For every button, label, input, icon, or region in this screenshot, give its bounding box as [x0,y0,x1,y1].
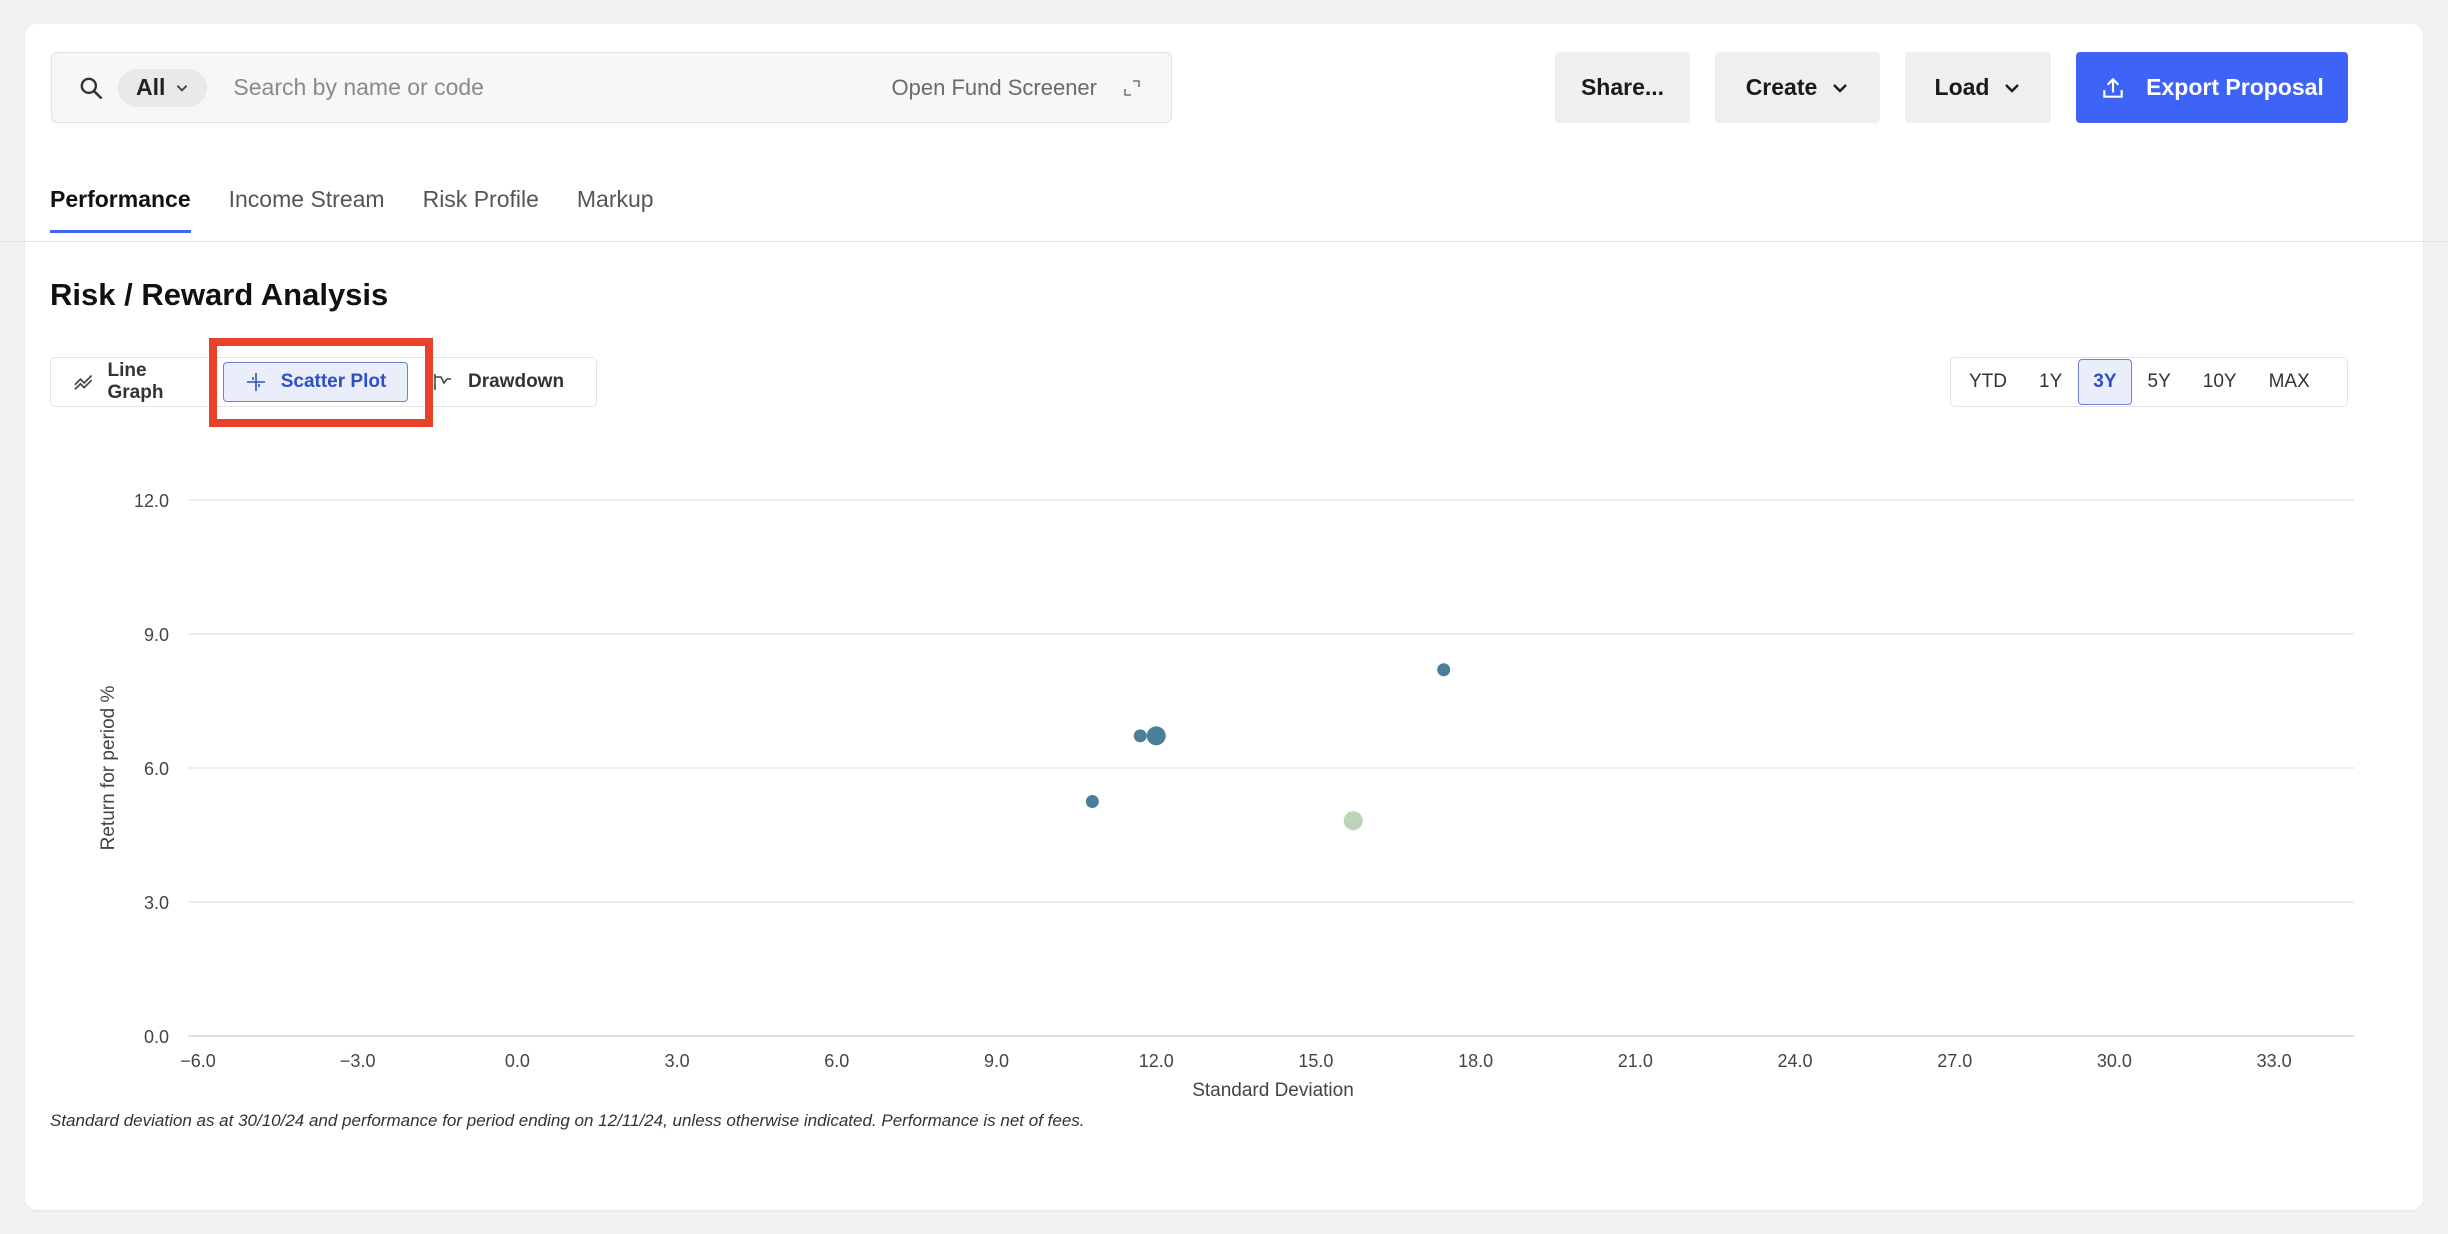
x-tick-label: 6.0 [824,1051,849,1071]
period-switcher: YTD 1Y 3Y 5Y 10Y MAX [1950,357,2348,407]
x-axis-label: Standard Deviation [1192,1080,1354,1101]
scatter-plot-button[interactable]: Scatter Plot [223,362,408,402]
x-tick-label: 3.0 [665,1051,690,1071]
y-tick-label: 6.0 [144,759,169,779]
x-tick-label: 21.0 [1618,1051,1653,1071]
chevron-down-icon [1833,83,1848,93]
x-tick-label: 24.0 [1778,1051,1813,1071]
search-icon [76,73,106,103]
period-max[interactable]: MAX [2268,371,2310,392]
create-button-label: Create [1745,74,1818,100]
scatter-plot-label: Scatter Plot [280,371,387,392]
y-tick-label: 9.0 [144,625,169,645]
drawdown-label: Drawdown [468,371,565,392]
export-proposal-label: Export Proposal [2146,74,2324,100]
main-card [25,24,2423,1210]
open-fund-screener-label: Open Fund Screener [891,74,1097,100]
expand-icon [1124,79,1140,96]
chart-view-switcher: Line Graph Scatter Plot Drawdown [50,357,597,407]
tab-income-stream[interactable]: Income Stream [228,186,385,212]
upload-icon [2103,77,2123,98]
search-filter-label: All [136,74,166,100]
period-5y[interactable]: 5Y [2147,371,2171,392]
period-10y[interactable]: 10Y [2202,371,2237,392]
footnote: Standard deviation as at 30/10/24 and pe… [50,1111,1085,1130]
y-tick-label: 12.0 [134,491,169,511]
scatter-plot-icon [246,373,265,391]
x-tick-label: 30.0 [2097,1051,2132,1071]
y-tick-label: 3.0 [144,893,169,913]
chevron-down-icon [177,84,188,92]
line-graph-icon [74,374,93,391]
section-title: Risk / Reward Analysis [50,277,389,312]
search-bar: All Open Fund Screener [51,52,1172,123]
scatter-point[interactable] [1146,726,1166,746]
drawdown-button[interactable]: Drawdown [408,358,586,406]
x-tick-label: 33.0 [2257,1051,2292,1071]
search-input[interactable] [233,74,794,101]
create-button[interactable]: Create [1715,52,1880,123]
x-tick-label: −3.0 [340,1051,376,1071]
share-button[interactable]: Share... [1555,52,1690,123]
scatter-point[interactable] [1437,663,1451,677]
line-graph-button[interactable]: Line Graph [51,358,223,406]
x-tick-label: 9.0 [984,1051,1009,1071]
period-ytd[interactable]: YTD [1969,371,2007,392]
scatter-point[interactable] [1133,729,1147,743]
y-tick-label: 0.0 [144,1027,169,1047]
load-button[interactable]: Load [1905,52,2051,123]
export-proposal-button[interactable]: Export Proposal [2076,52,2348,123]
drawdown-icon [434,374,451,390]
x-tick-label: 12.0 [1139,1051,1174,1071]
period-1y[interactable]: 1Y [2039,371,2063,392]
tab-risk-profile[interactable]: Risk Profile [422,186,539,212]
tab-divider [0,241,2448,242]
x-tick-label: 0.0 [505,1051,530,1071]
load-button-label: Load [1934,74,1990,100]
tab-markup[interactable]: Markup [576,186,654,212]
y-axis-label: Return for period % [98,686,119,851]
x-tick-label: 18.0 [1458,1051,1493,1071]
scatter-point[interactable] [1085,795,1099,808]
share-button-label: Share... [1580,74,1665,100]
open-fund-screener-link[interactable]: Open Fund Screener [892,75,1141,101]
line-graph-label: Line Graph [107,360,164,403]
search-filter-dropdown[interactable]: All [118,68,208,107]
x-tick-label: 27.0 [1937,1051,1972,1071]
tab-performance[interactable]: Performance [50,186,191,233]
x-tick-label: 15.0 [1298,1051,1333,1071]
x-tick-label: −6.0 [180,1051,216,1071]
chevron-down-icon [2005,83,2020,93]
tab-bar: Performance Income Stream Risk Profile M… [50,186,654,233]
period-3y[interactable]: 3Y [2078,359,2132,405]
scatter-point[interactable] [1343,811,1363,831]
